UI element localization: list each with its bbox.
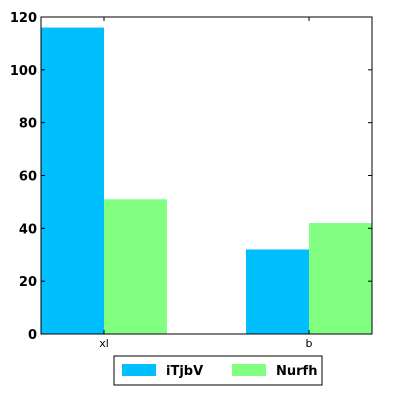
- legend-swatch-Nurfh: [232, 364, 266, 376]
- bar-Nurfh-xl: [104, 199, 167, 334]
- legend-swatch-iTjbV: [122, 364, 156, 376]
- legend: iTjbV Nurfh: [113, 355, 323, 386]
- bar-iTjbV-b: [246, 249, 309, 334]
- x-tick-label: xl: [99, 337, 109, 350]
- legend-label-Nurfh: Nurfh: [276, 364, 317, 379]
- bar-iTjbV-xl: [41, 27, 104, 335]
- y-tick-label: 80: [19, 117, 37, 132]
- x-tick-label: b: [306, 337, 313, 350]
- y-tick-label: 20: [19, 275, 37, 290]
- y-tick-label: 60: [19, 170, 37, 185]
- y-axis: 0 20 40 60 80 100 120: [10, 11, 372, 343]
- y-tick-label: 40: [19, 222, 37, 237]
- x-axis: xl b: [99, 17, 313, 350]
- y-tick-label: 0: [28, 328, 37, 343]
- bars-layer: [41, 27, 372, 335]
- y-tick-label: 100: [10, 64, 37, 79]
- y-tick-label: 120: [10, 11, 37, 26]
- legend-label-iTjbV: iTjbV: [166, 364, 203, 379]
- bar-Nurfh-b: [309, 223, 372, 334]
